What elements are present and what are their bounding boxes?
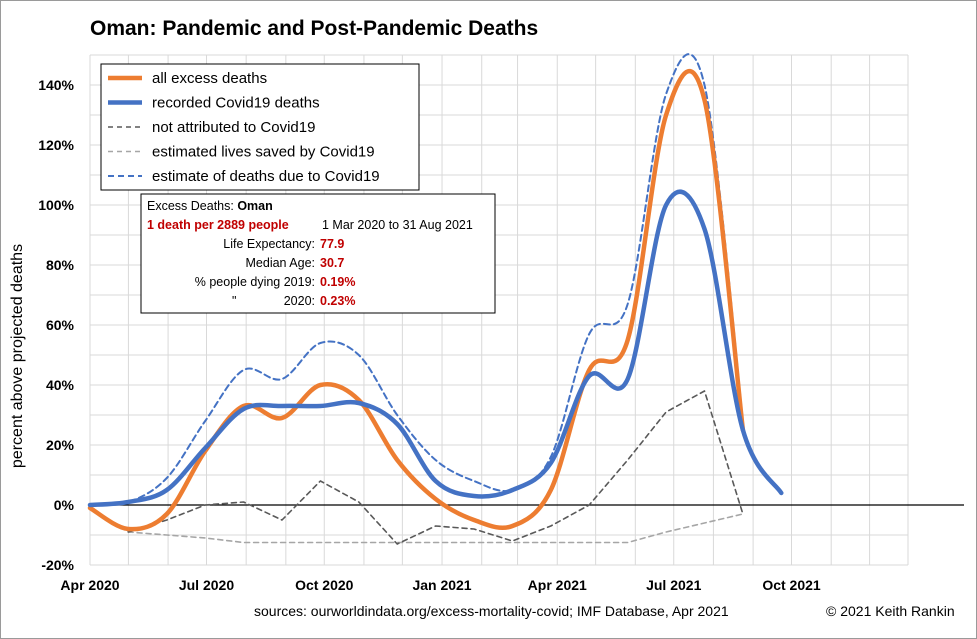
legend-label: estimated lives saved by Covid19: [152, 144, 375, 161]
info-dying-2020-label: 2020:: [284, 294, 315, 308]
info-box-frame: [140, 193, 496, 314]
info-median-age-label: Median Age:: [246, 256, 316, 270]
y-tick-labels: -20% 0% 20% 40% 60% 80% 100% 120% 140%: [38, 77, 74, 573]
sources-note: sources: ourworldindata.org/excess-morta…: [254, 603, 729, 619]
legend-label: all excess deaths: [152, 70, 267, 87]
series-line-estimate-of-deaths-due-to-covid19: [89, 53, 744, 507]
x-tick-label: Oct 2021: [762, 577, 821, 593]
info-box: Excess Deaths: Oman 1 death per 2889 peo…: [140, 193, 496, 314]
info-ditto-mark: ": [232, 294, 236, 308]
title-rest: : Pandemic and Post-Pandemic Deaths: [150, 17, 539, 40]
info-title-label: Excess Deaths:: [147, 199, 237, 213]
copyright-note: © 2021 Keith Rankin: [826, 603, 955, 619]
info-headline: 1 death per 2889 people: [147, 218, 289, 232]
x-tick-label: Apr 2020: [60, 577, 119, 593]
title-country: Oman: [90, 17, 150, 40]
y-tick-label: 0%: [54, 497, 75, 513]
series-line-not-attributed-to-covid19: [89, 390, 744, 545]
y-tick-label: 140%: [38, 77, 74, 93]
y-axis-label: percent above projected deaths: [9, 244, 26, 468]
legend-label: not attributed to Covid19: [152, 119, 315, 136]
legend-box: [100, 63, 420, 191]
info-dying-2019-value: 0.19%: [320, 275, 355, 289]
info-period: 1 Mar 2020 to 31 Aug 2021: [322, 218, 473, 232]
info-median-age-value: 30.7: [320, 256, 344, 270]
x-tick-label: Jul 2021: [646, 577, 701, 593]
y-tick-label: 60%: [46, 317, 75, 333]
info-dying-2019-label: % people dying 2019:: [195, 275, 315, 289]
y-tick-label: 100%: [38, 197, 74, 213]
legend-label: estimate of deaths due to Covid19: [152, 168, 380, 185]
chart-title: Oman: Pandemic and Post-Pandemic Deaths: [90, 17, 538, 40]
info-life-expectancy-label: Life Expectancy:: [223, 237, 315, 251]
x-tick-label: Apr 2021: [528, 577, 587, 593]
info-title-country: Oman: [237, 199, 272, 213]
series-line-recorded-covid19-deaths: [87, 189, 784, 508]
x-tick-label: Oct 2020: [295, 577, 354, 593]
legend-label: recorded Covid19 deaths: [152, 95, 320, 112]
series-line-estimated-lives-saved-by-covid19: [89, 507, 744, 544]
info-dying-2020-value: 0.23%: [320, 294, 355, 308]
y-tick-label: 40%: [46, 377, 75, 393]
y-tick-label: 20%: [46, 437, 75, 453]
y-tick-label: -20%: [41, 557, 74, 573]
x-tick-label: Jul 2020: [179, 577, 234, 593]
x-tick-label: Jan 2021: [412, 577, 471, 593]
legend: all excess deaths recorded Covid19 deaths…: [100, 63, 420, 191]
info-title: Excess Deaths: Oman: [147, 199, 273, 213]
series-layer: [87, 53, 784, 545]
y-tick-label: 80%: [46, 257, 75, 273]
info-life-expectancy-value: 77.9: [320, 237, 344, 251]
y-tick-label: 120%: [38, 137, 74, 153]
x-tick-labels: Apr 2020 Jul 2020 Oct 2020 Jan 2021 Apr 2021…: [60, 577, 820, 593]
